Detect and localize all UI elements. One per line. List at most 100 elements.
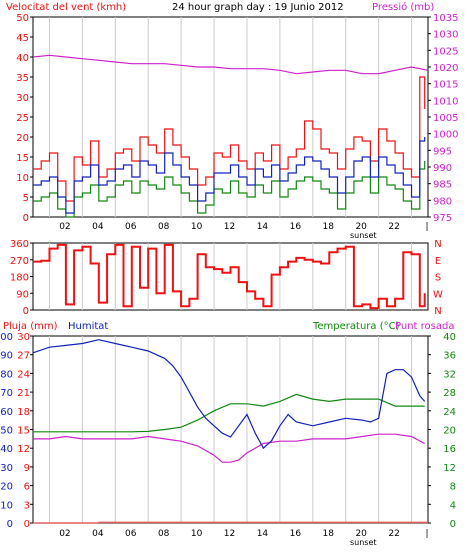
humidity-tick-label: 30	[0, 463, 13, 474]
time-tick-label: 22	[388, 529, 399, 539]
time-tick-label: |	[425, 529, 428, 539]
time-tick-label: 14	[257, 529, 269, 539]
rain-tick-label: 9	[24, 463, 30, 474]
wind-speed-tick-label: 10	[16, 173, 29, 184]
compass-point-label: S	[435, 273, 441, 284]
rain-tick-label: 18	[17, 407, 30, 418]
pressure-tick-label: 990	[433, 163, 452, 174]
time-tick-label: 18	[323, 529, 335, 539]
wind-speed-tick-label: 50	[16, 13, 29, 24]
sunset-label-top: sunset	[350, 231, 377, 240]
wind-speed-tick-label: 40	[16, 53, 29, 64]
humidity-tick-label: 70	[0, 388, 13, 399]
humidity-tick-label: 50	[0, 426, 13, 437]
temperature-tick-label: 24	[443, 407, 456, 418]
time-tick-label: 02	[59, 222, 70, 232]
wind-direction-panel	[32, 242, 429, 311]
wind-speed-axis-label: Velocitat del vent (kmh)	[6, 2, 127, 13]
humidity-tick-label: 40	[0, 444, 13, 455]
rain-series-line	[33, 521, 428, 524]
compass-point-label: N	[434, 306, 441, 317]
temperature-tick-label: 28	[443, 388, 456, 399]
wind-average-series-line	[33, 137, 426, 214]
pressure-tick-label: 1000	[433, 130, 458, 141]
wind-speed-tick-label: 25	[16, 113, 29, 124]
wind-direction-series-line	[33, 243, 426, 310]
sunset-label-bottom: sunset	[350, 538, 377, 547]
pressure-tick-label: 980	[433, 196, 452, 207]
temperature-axis-label: Temperatura (°C)	[313, 321, 400, 332]
temperature-tick-label: 32	[443, 369, 456, 380]
time-tick-label: 06	[125, 222, 137, 232]
wind-direction-tick-label: 90	[16, 289, 29, 300]
pressure-series-line	[32, 54, 429, 75]
wind-minimum-series-line	[33, 161, 426, 218]
humidity-tick-label: 60	[0, 407, 13, 418]
wind-direction-tick-label: 180	[10, 273, 29, 284]
humidity-tick-label: 80	[0, 369, 13, 380]
wind-direction-tick-label: 360	[10, 239, 29, 250]
rain-tick-label: 27	[17, 351, 30, 362]
humidity-tick-label: 100	[0, 332, 13, 343]
humidity-tick-label: 20	[0, 482, 13, 493]
rain-tick-label: 3	[24, 500, 30, 511]
pressure-tick-label: 985	[433, 180, 452, 191]
humidity-tick-label: 0	[7, 519, 13, 530]
rain-tick-label: 30	[17, 332, 30, 343]
chart-title: 24 hour graph day : 19 Junio 2012	[172, 2, 344, 13]
wind-speed-tick-label: 35	[16, 73, 29, 84]
humidity-tick-label: 90	[0, 351, 13, 362]
pressure-axis-label: Pressió (mb)	[372, 2, 435, 13]
humidity-axis-label: Humitat	[68, 321, 109, 332]
time-tick-label: 02	[59, 529, 70, 539]
time-tick-label: 12	[224, 529, 235, 539]
temperature-tick-label: 4	[450, 500, 456, 511]
pressure-tick-label: 995	[433, 146, 452, 157]
temperature-tick-label: 8	[450, 482, 456, 493]
wind-direction-tick-label: 0	[23, 306, 29, 317]
rain-axis-label: Pluja (mm)	[3, 321, 58, 332]
time-tick-label: 04	[92, 529, 104, 539]
compass-point-label: E	[435, 256, 441, 267]
wind-speed-tick-label: 0	[23, 213, 29, 224]
rain-tick-label: 6	[24, 482, 30, 493]
wind-speed-tick-label: 20	[16, 133, 29, 144]
time-tick-label: 14	[257, 222, 269, 232]
dew-point-series-line	[33, 433, 425, 463]
pressure-tick-label: 1035	[433, 13, 458, 24]
time-tick-label: 10	[191, 222, 203, 232]
temperature-tick-label: 12	[443, 463, 456, 474]
time-tick-label: 08	[158, 222, 170, 232]
pressure-tick-label: 1020	[433, 63, 458, 74]
time-tick-label: 20	[355, 529, 367, 539]
pressure-tick-label: 975	[433, 213, 452, 224]
rain-tick-label: 24	[17, 369, 30, 380]
time-tick-label: 12	[224, 222, 235, 232]
pressure-tick-label: 1030	[433, 30, 458, 41]
temperature-tick-label: 0	[450, 519, 456, 530]
temperature-tick-label: 40	[443, 332, 456, 343]
time-tick-label: 16	[290, 529, 302, 539]
compass-point-label: W	[433, 289, 443, 300]
temperature-tick-label: 20	[443, 426, 456, 437]
pressure-tick-label: 1025	[433, 46, 458, 57]
wind-speed-tick-label: 30	[16, 93, 29, 104]
rain-tick-label: 15	[17, 426, 30, 437]
wind-direction-tick-label: 270	[10, 256, 29, 267]
time-tick-label: 16	[290, 222, 302, 232]
rain-tick-label: 0	[24, 519, 30, 530]
humidity-series-line	[32, 339, 426, 450]
pressure-tick-label: 1010	[433, 96, 458, 107]
time-tick-label: 04	[92, 222, 104, 232]
pressure-tick-label: 1015	[433, 80, 458, 91]
humidity-temperature-panel	[32, 335, 429, 524]
rain-tick-label: 12	[17, 444, 30, 455]
wind-speed-tick-label: 5	[23, 193, 29, 204]
time-tick-label: |	[425, 222, 428, 232]
temperature-tick-label: 16	[443, 444, 456, 455]
wind-speed-tick-label: 15	[16, 153, 29, 164]
time-tick-label: 18	[323, 222, 335, 232]
humidity-tick-label: 10	[0, 500, 13, 511]
temperature-tick-label: 36	[443, 351, 456, 362]
